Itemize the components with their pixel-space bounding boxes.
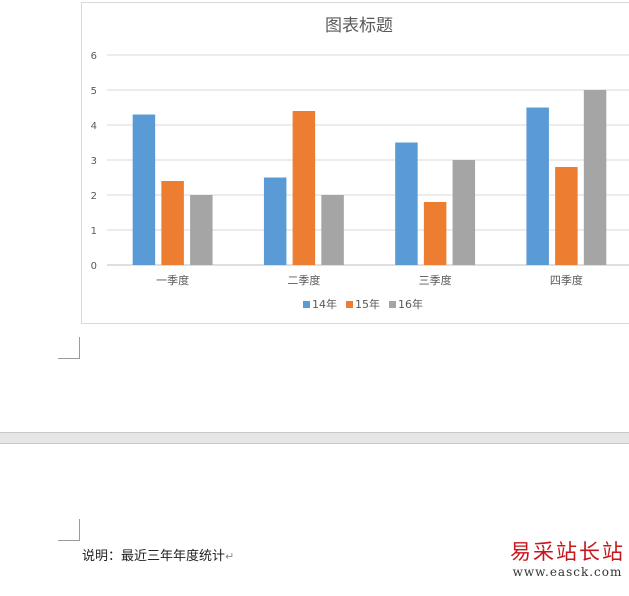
page-corner-mark [58, 519, 80, 541]
y-tick-label: 2 [91, 191, 97, 202]
bar [292, 111, 316, 265]
legend-swatch [346, 301, 353, 308]
y-tick-label: 5 [91, 86, 97, 97]
x-tick-label: 四季度 [550, 273, 583, 287]
page-corner-mark [58, 337, 80, 359]
bars [132, 90, 607, 265]
x-tick-label: 三季度 [419, 273, 452, 287]
bar [263, 177, 287, 265]
bar [452, 160, 476, 265]
gridlines [107, 54, 629, 266]
watermark-logo: 易采站长站 www.easck.com [510, 540, 625, 580]
page-break-gap [0, 432, 629, 444]
bar [423, 202, 447, 265]
watermark-url: www.easck.com [512, 565, 623, 579]
caption-text: 说明：最近三年年度统计 [82, 549, 226, 564]
legend-swatch [389, 301, 396, 308]
y-tick-label: 4 [91, 121, 97, 132]
legend-swatch [303, 301, 310, 308]
bar-chart: 图表标题 0 1 2 3 4 5 6 一季度 二季度 三季度 四季度 14年 15年 16年 [91, 16, 629, 311]
watermark-name: 易采站长站 [510, 540, 625, 564]
y-axis-ticks: 0 1 2 3 4 5 6 [91, 51, 97, 272]
chart-frame[interactable]: 图表标题 0 1 2 3 4 5 6 一季度 二季度 三季度 四季度 14年 15年 16年 [81, 2, 629, 324]
y-tick-label: 3 [91, 156, 97, 167]
bar [395, 142, 418, 265]
bar [321, 195, 344, 265]
bar [132, 114, 156, 265]
bar [555, 167, 578, 265]
legend-label: 15年 [355, 297, 380, 311]
caption-paragraph[interactable]: 说明：最近三年年度统计↵ [82, 545, 234, 564]
legend-label: 16年 [398, 297, 423, 311]
y-tick-label: 1 [91, 226, 97, 237]
y-tick-label: 0 [91, 261, 97, 272]
bar [161, 181, 184, 265]
paragraph-mark: ↵ [225, 550, 235, 563]
bar [583, 90, 607, 265]
chart-title: 图表标题 [325, 16, 393, 36]
x-axis-ticks: 一季度 二季度 三季度 四季度 [156, 273, 583, 287]
legend-label: 14年 [312, 297, 337, 311]
legend: 14年 15年 16年 [303, 297, 423, 311]
x-tick-label: 一季度 [156, 273, 189, 287]
bar [190, 195, 213, 265]
y-tick-label: 6 [91, 51, 97, 62]
x-tick-label: 二季度 [287, 273, 320, 287]
bar [526, 107, 549, 265]
